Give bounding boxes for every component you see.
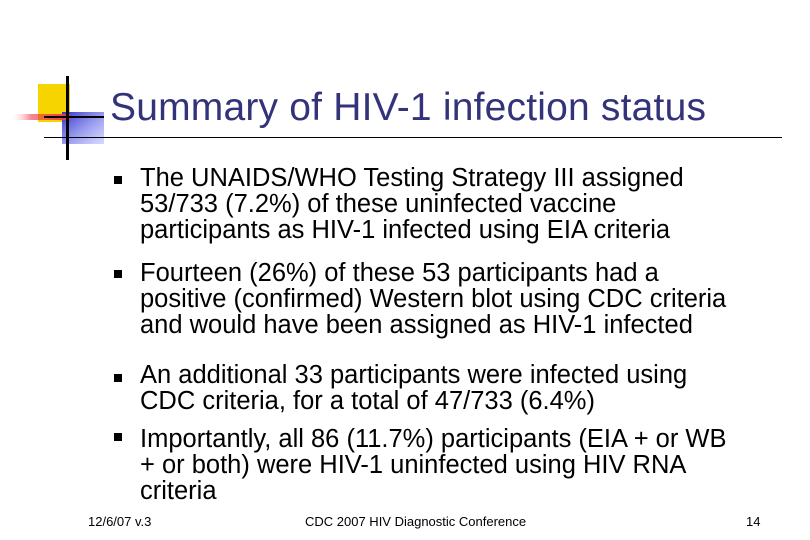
decorative-logo-graphic: [0, 0, 110, 170]
bullet-item: The UNAIDS/WHO Testing Strategy III assi…: [140, 164, 684, 244]
footer-date-version: 12/6/07 v.3: [88, 514, 152, 529]
title-divider: [44, 137, 782, 138]
bullet-marker: [114, 270, 122, 278]
bullet-marker: [114, 433, 122, 441]
bullet-item: Importantly, all 86 (11.7%) participants…: [140, 425, 727, 505]
footer-page-number: 14: [746, 514, 761, 529]
footer-conference-name: CDC 2007 HIV Diagnostic Conference: [305, 514, 527, 529]
bullet-marker: [114, 374, 122, 382]
slide-title: Summary of HIV-1 infection status: [110, 86, 707, 129]
bullet-item: Fourteen (26%) of these 53 participants …: [140, 259, 727, 339]
bullet-item: An additional 33 participants were infec…: [140, 361, 688, 415]
bullet-marker: [114, 176, 122, 184]
